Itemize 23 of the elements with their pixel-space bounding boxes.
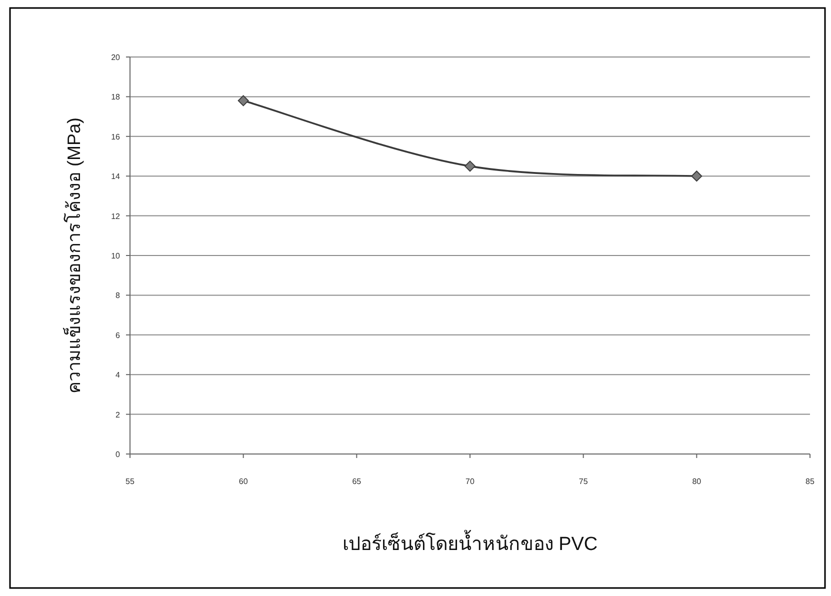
y-tick-label: 12 — [111, 212, 121, 221]
point — [464, 160, 476, 172]
x-tick-label: 65 — [352, 477, 362, 486]
y-tick-label: 0 — [116, 450, 121, 459]
x-tick-label: 70 — [466, 477, 475, 486]
y-tick-label: 20 — [111, 53, 121, 62]
x-axis-title: เปอร์เซ็นต์โดยน้ำหนักของ PVC — [342, 530, 598, 555]
point — [691, 170, 702, 182]
y-tick-label: 6 — [116, 330, 121, 340]
x-tick-label: 60 — [238, 477, 248, 486]
point — [238, 95, 249, 106]
y-tick-label: 2 — [116, 410, 121, 420]
y-tick-label: 4 — [116, 370, 121, 380]
x-tick-label: 85 — [806, 477, 815, 486]
x-tick-label: 55 — [126, 477, 135, 486]
y-tick-label: 16 — [111, 132, 121, 142]
y-tick-label: 10 — [111, 252, 121, 260]
y-tick-label: 8 — [116, 291, 121, 300]
y-axis-title: ความแข็งแรงของการโค้งงอ (MPa) — [62, 118, 84, 394]
y-tick-label: 14 — [111, 172, 121, 182]
y-tick-label: 18 — [111, 92, 121, 102]
x-tick-label: 75 — [578, 477, 588, 486]
x-tick-label: 80 — [692, 477, 702, 486]
